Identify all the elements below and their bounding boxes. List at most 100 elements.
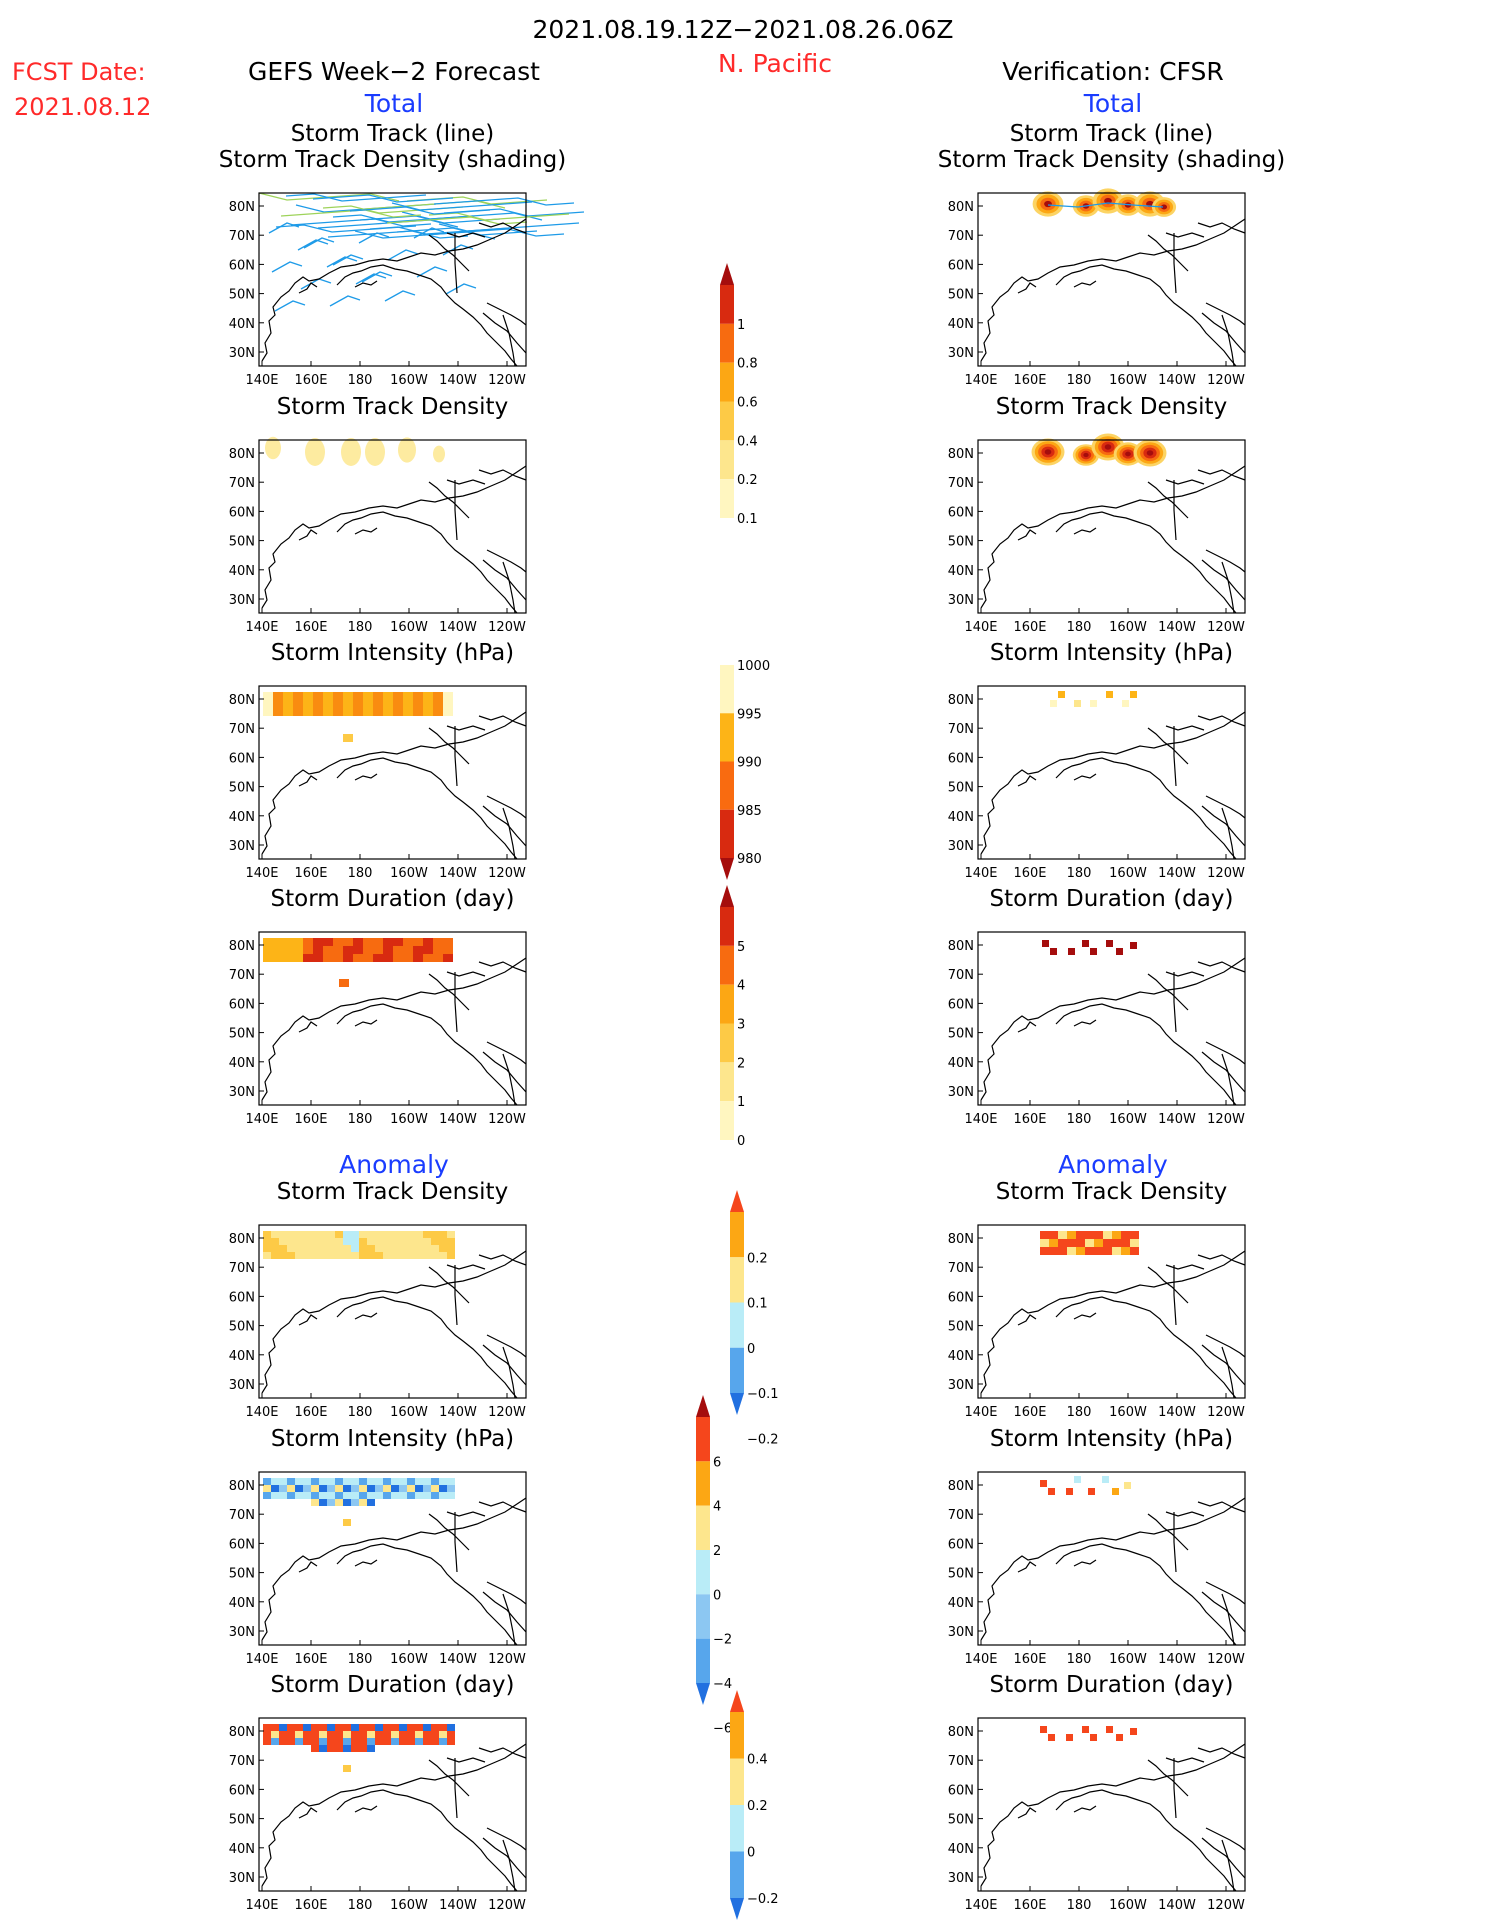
coastline [1205,1581,1246,1605]
grid-cell [319,1238,327,1245]
lat-tick-label: 30N [948,1085,974,1100]
grid-cell [351,1499,359,1506]
grid-cell [271,1485,279,1492]
lat-tick-label: 50N [229,1567,255,1582]
colorbar-cap [720,885,734,907]
grid-cell [391,1245,399,1252]
colorbar-label: −0.1 [747,1387,779,1402]
grid-cell [327,1252,335,1259]
grid-cell [423,954,433,962]
lat-tick-label: 30N [229,346,255,361]
grid-cell [367,1478,375,1485]
lat-tick-label: 50N [948,288,974,303]
grid-cell [1049,1231,1058,1239]
lat-tick-label: 80N [948,1479,974,1494]
grid-cell [439,1492,447,1499]
storm-track-line [332,254,364,266]
lat-tick-label: 50N [229,1813,255,1828]
storm-track-line [275,224,417,233]
coastline [1201,1591,1246,1633]
grid-cell [283,700,293,708]
lon-tick-label: 160E [294,866,327,881]
grid-cell [1130,1239,1139,1247]
coastline [486,549,527,573]
coastline [1201,1051,1246,1093]
grid-cell [263,946,273,954]
grid-cell [263,1238,271,1245]
grid-cell [1094,1231,1103,1239]
coastline [261,957,527,1101]
lon-tick-label: 160W [390,1898,428,1913]
grid-cell [333,692,343,700]
grid-cell [343,1485,351,1492]
grid-cell [1049,1247,1058,1255]
grid-cell [367,1485,375,1492]
coastline [298,1561,318,1573]
grid-cell [367,1245,375,1252]
coastline [478,469,527,481]
grid-cell [439,1724,447,1731]
lon-tick-label: 140E [245,1112,278,1127]
grid-cell [373,938,383,946]
grid-cell [1124,1482,1131,1489]
grid-cell [327,1238,335,1245]
lon-tick-label: 160E [1013,373,1046,388]
grid-cell [423,946,433,954]
coastline [446,1511,486,1517]
lon-tick-label: 140E [964,1898,997,1913]
grid-cell [335,1492,343,1499]
lat-tick-label: 50N [229,1027,255,1042]
grid-cell [263,954,273,962]
grid-cell [391,1485,399,1492]
grid-cell [327,1485,335,1492]
grid-cell [323,946,333,954]
coastline [482,805,527,847]
colorbar-segment [730,1347,744,1393]
grid-cell [263,1478,271,1485]
grid-cell [413,700,423,708]
colorbar-duration: 5 4 3 2 1 0 [720,885,745,1149]
colorbar-cap [696,1683,710,1705]
grid-cell [1122,700,1129,707]
lat-tick-label: 30N [229,839,255,854]
grid-cell [271,1478,279,1485]
coastline [482,1837,527,1879]
grid-cell [367,1252,375,1259]
coastline [354,773,378,781]
coastline [298,775,318,787]
lat-tick-label: 70N [948,476,974,491]
coastline [1073,1805,1097,1813]
grid-cell [1048,1488,1055,1495]
colorbar-label: 0.1 [737,512,758,527]
coastline [454,1265,458,1326]
coastline [1147,234,1189,272]
lat-tick-label: 80N [948,939,974,954]
coastline [1147,481,1189,519]
colorbar-segment [720,1023,734,1063]
grid-cell [403,700,413,708]
colorbar-anom_duration: 0.40.20−0.2−0.4 [730,1690,779,1920]
lon-tick-label: 160W [390,1405,428,1420]
lon-tick-label: 140E [964,620,997,635]
grid-cell [363,708,373,716]
grid-cell [393,708,403,716]
grid-cell [359,1745,367,1752]
grid-cell [279,1724,287,1731]
grid-cell [287,1492,295,1499]
storm-track-line [1047,202,1164,208]
grid-cell [383,1724,391,1731]
coastline [354,527,378,535]
grid-cell [303,1731,311,1738]
grid-cell [423,1231,431,1238]
lat-tick-label: 60N [229,505,255,520]
grid-cell [335,1238,343,1245]
grid-cell [1058,1247,1067,1255]
grid-cell [343,1745,351,1752]
grid-cell [383,1492,391,1499]
grid-cell [323,700,333,708]
grid-cell [423,1492,431,1499]
grid-cell [383,938,393,946]
coastline [1221,561,1235,614]
grid-cell [391,1731,399,1738]
grid-cell [263,1724,271,1731]
